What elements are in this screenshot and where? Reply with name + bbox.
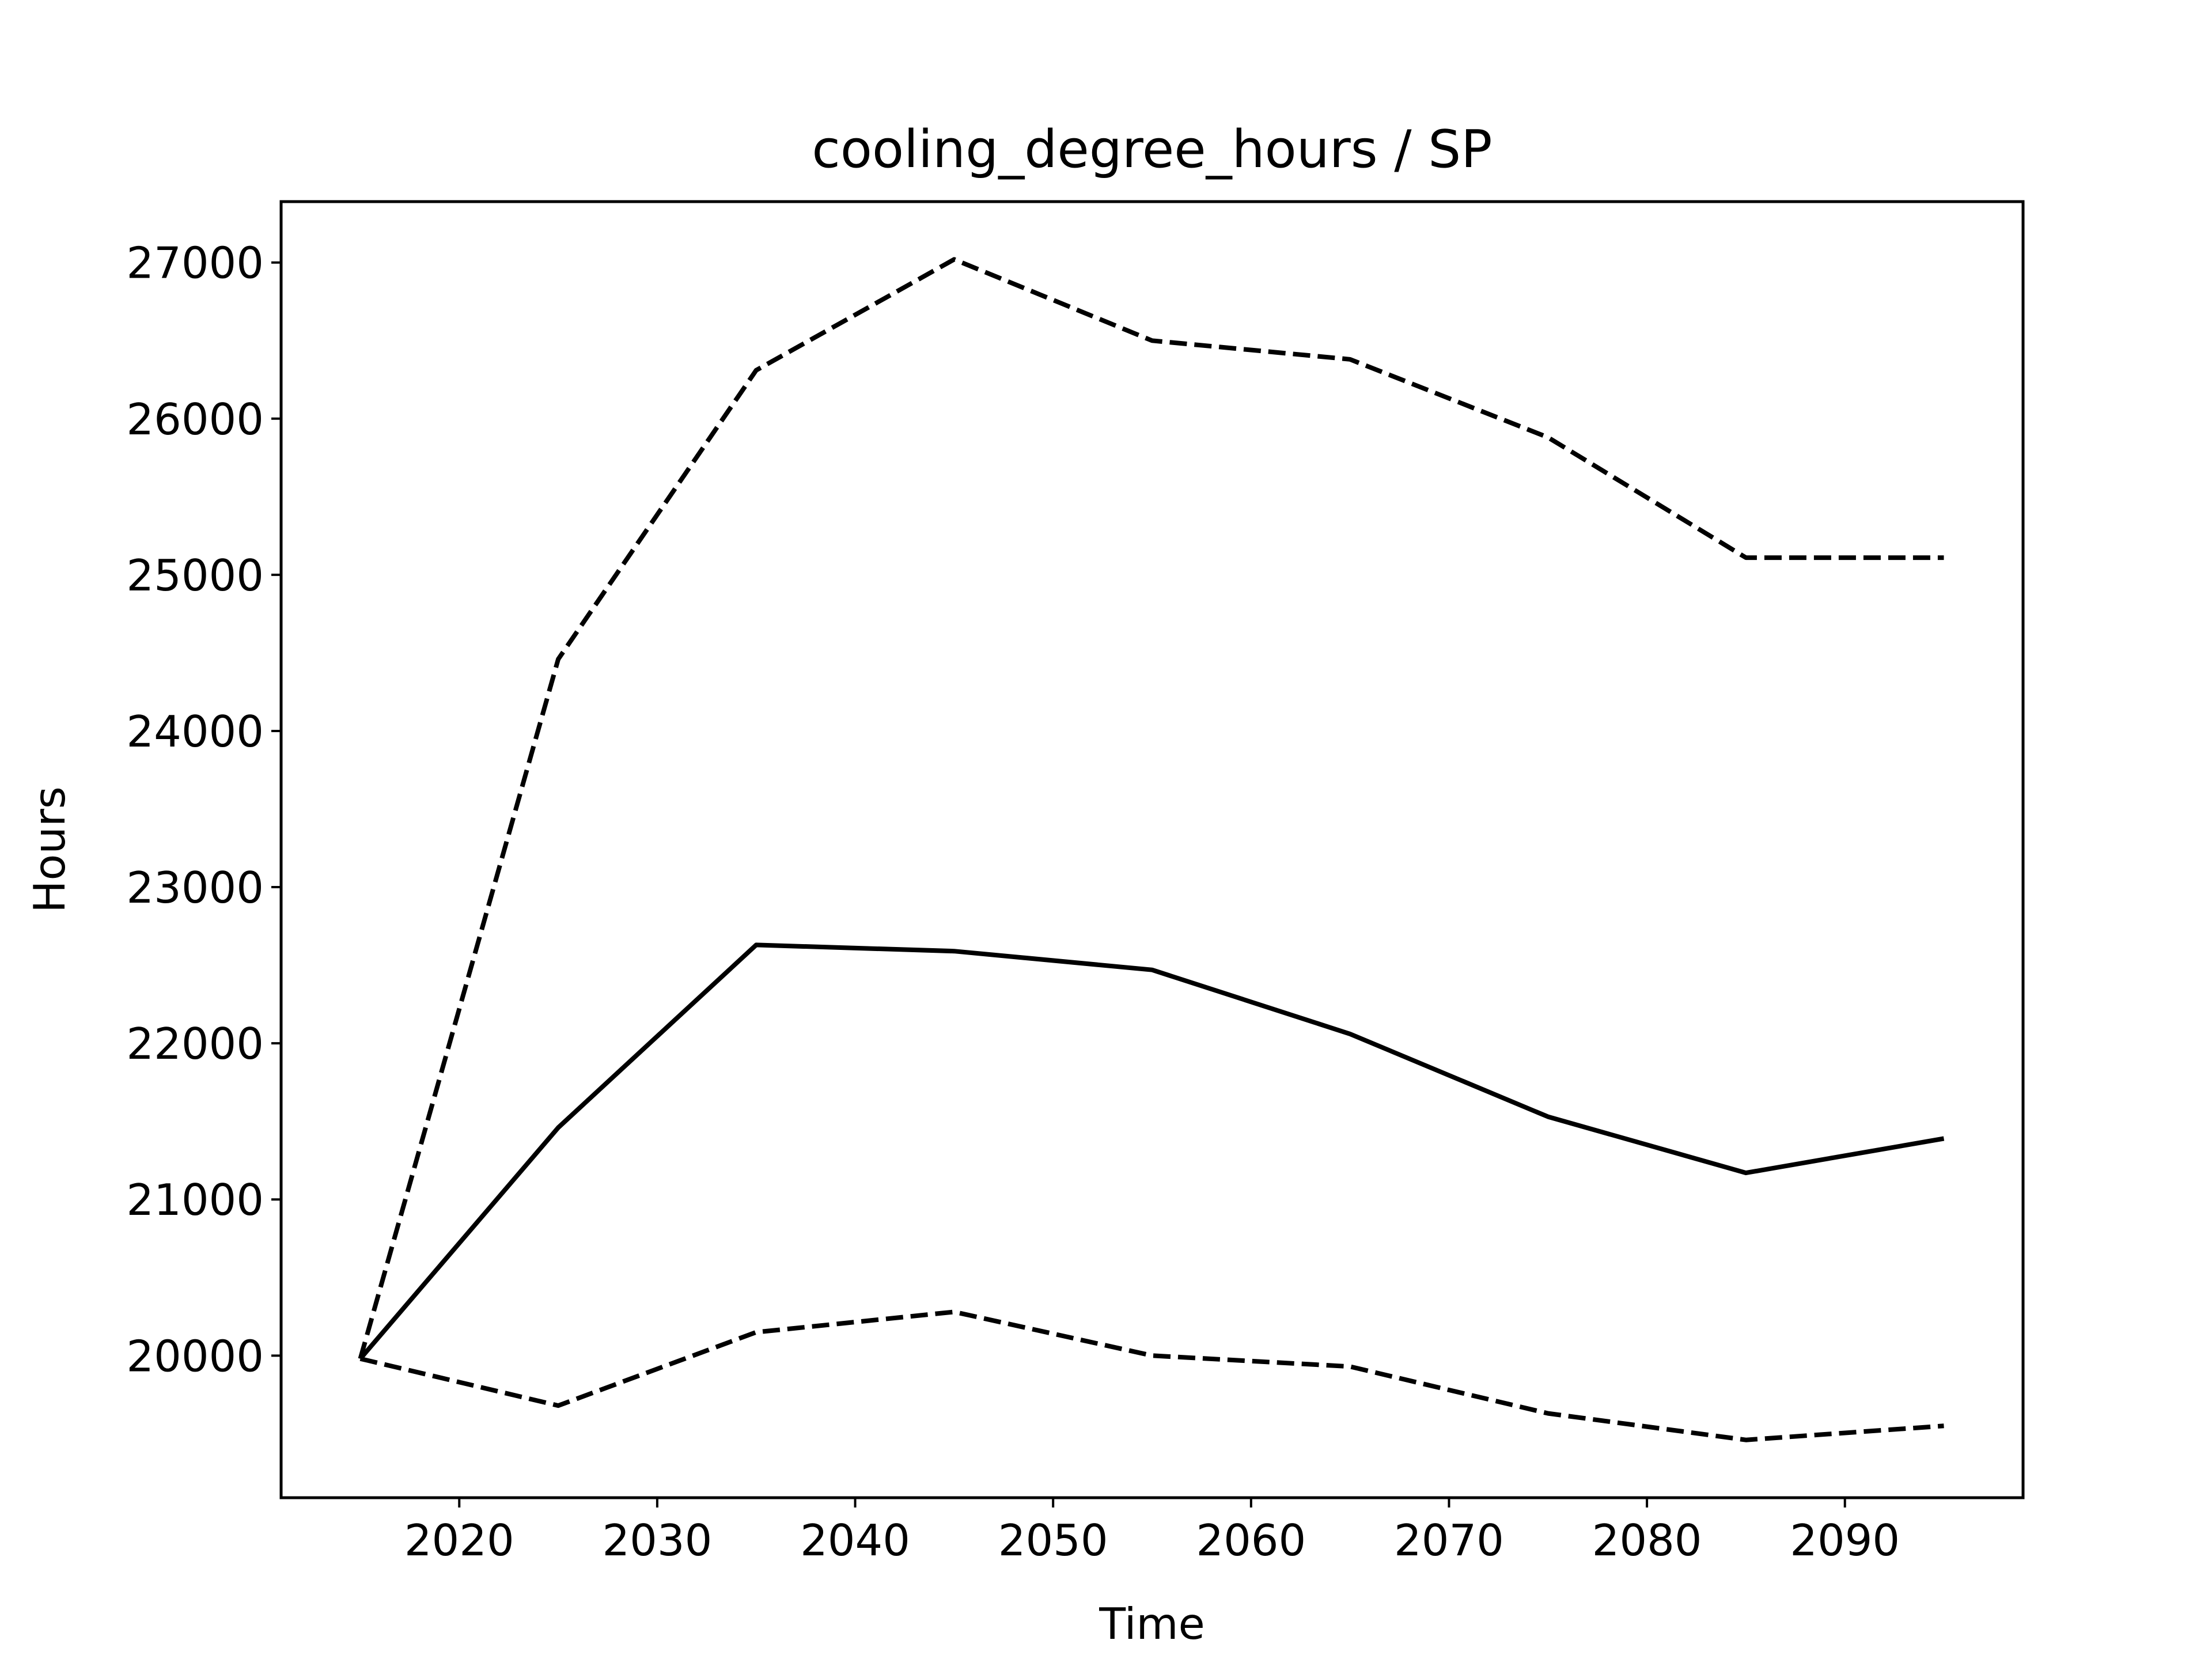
x-tick-label: 2090 bbox=[1790, 1515, 1900, 1566]
x-axis-label: Time bbox=[1099, 1599, 1205, 1649]
y-axis-label: Hours bbox=[24, 786, 75, 913]
y-tick-label: 24000 bbox=[126, 706, 264, 757]
x-tick-label: 2070 bbox=[1394, 1515, 1504, 1566]
plot-frame bbox=[279, 200, 2025, 1499]
x-tick-label: 2080 bbox=[1592, 1515, 1702, 1566]
chart-title: cooling_degree_hours / SP bbox=[812, 119, 1492, 180]
x-axis: 2020 2030 2040 2050 2060 2070 2080 2090 bbox=[404, 1498, 1900, 1566]
y-tick-label: 25000 bbox=[126, 550, 264, 601]
y-tick-label: 26000 bbox=[126, 394, 264, 445]
y-tick-label: 27000 bbox=[126, 238, 264, 289]
y-tick-label: 21000 bbox=[126, 1175, 264, 1225]
x-tick-label: 2060 bbox=[1196, 1515, 1306, 1566]
y-tick-label: 20000 bbox=[126, 1331, 264, 1381]
x-tick-label: 2030 bbox=[602, 1515, 712, 1566]
y-tick-label: 23000 bbox=[126, 862, 264, 913]
series-line-2-dashed bbox=[358, 257, 1944, 1359]
series-line-3-dashed bbox=[359, 1309, 1944, 1442]
x-tick-label: 2020 bbox=[404, 1515, 514, 1566]
x-tick-label: 2050 bbox=[998, 1515, 1108, 1566]
series-layer bbox=[358, 257, 1945, 1442]
y-tick-label: 22000 bbox=[126, 1018, 264, 1069]
series-line-1-solid bbox=[358, 942, 1945, 1361]
x-tick-label: 2040 bbox=[800, 1515, 910, 1566]
y-axis: 20000 21000 22000 23000 24000 25000 26000 27000 bbox=[126, 238, 281, 1381]
